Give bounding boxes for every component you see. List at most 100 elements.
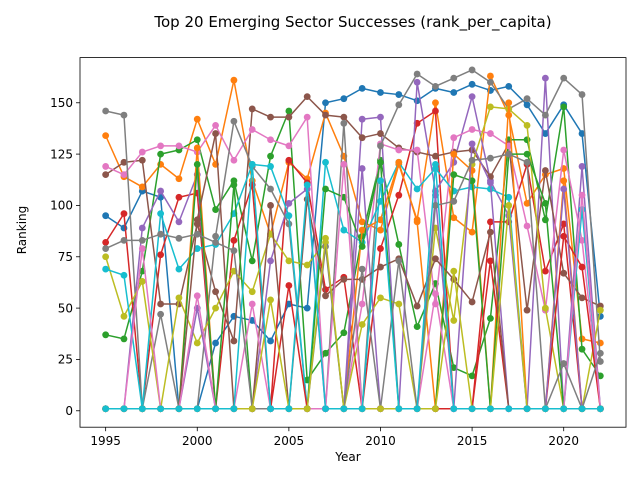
data-point xyxy=(578,263,586,271)
data-point xyxy=(560,146,568,154)
data-point xyxy=(157,142,165,150)
data-point xyxy=(578,405,586,413)
data-point xyxy=(395,257,403,265)
data-point xyxy=(157,405,165,413)
data-point xyxy=(560,74,568,82)
data-point xyxy=(377,245,384,252)
data-point xyxy=(468,405,476,413)
data-point xyxy=(358,134,366,142)
data-point xyxy=(193,115,201,123)
data-point xyxy=(468,298,476,306)
data-point xyxy=(358,405,366,413)
y-tick-label: 100 xyxy=(50,199,73,213)
data-point xyxy=(487,72,494,80)
data-point xyxy=(230,236,238,244)
data-point xyxy=(303,261,311,269)
data-point xyxy=(578,236,586,244)
data-point xyxy=(138,224,146,232)
data-point xyxy=(157,210,165,218)
data-point xyxy=(157,300,165,308)
data-point xyxy=(377,226,384,234)
data-point xyxy=(413,218,421,226)
data-point xyxy=(212,405,219,413)
data-point xyxy=(487,257,494,265)
data-point xyxy=(450,134,458,142)
data-point xyxy=(322,111,329,119)
data-point xyxy=(303,181,311,189)
data-point xyxy=(248,405,256,413)
data-point xyxy=(395,91,403,98)
data-point xyxy=(212,339,219,347)
data-point xyxy=(267,113,274,121)
data-point xyxy=(395,101,403,109)
data-point xyxy=(102,171,110,179)
data-point xyxy=(120,405,128,413)
data-point xyxy=(395,146,403,154)
x-tick-label: 2010 xyxy=(365,434,396,448)
data-point xyxy=(285,156,293,164)
data-point xyxy=(157,187,165,195)
data-point xyxy=(505,202,513,209)
data-point xyxy=(212,304,219,312)
data-point xyxy=(102,265,110,273)
data-point xyxy=(377,405,384,413)
data-point xyxy=(541,130,549,137)
data-point xyxy=(413,405,421,413)
data-point xyxy=(340,275,348,283)
data-point xyxy=(157,230,165,238)
data-point xyxy=(596,349,604,357)
data-point xyxy=(541,405,549,413)
y-tick-label: 25 xyxy=(58,353,73,367)
data-point xyxy=(193,245,201,252)
data-point xyxy=(523,306,531,314)
data-point xyxy=(541,74,549,82)
data-point xyxy=(468,93,476,101)
data-point xyxy=(432,99,439,107)
data-point xyxy=(541,199,549,207)
data-point xyxy=(322,234,329,242)
data-point xyxy=(230,337,238,345)
data-point xyxy=(523,150,531,158)
data-point xyxy=(193,144,201,152)
data-point xyxy=(358,265,366,273)
data-point xyxy=(303,304,311,312)
data-point xyxy=(395,191,403,199)
data-point xyxy=(248,105,256,113)
data-point xyxy=(450,267,458,275)
data-point xyxy=(120,158,128,166)
data-point xyxy=(432,107,439,115)
data-point xyxy=(120,111,128,119)
data-point xyxy=(560,177,568,185)
data-point xyxy=(248,257,256,265)
data-point xyxy=(413,185,421,193)
data-point xyxy=(395,241,403,248)
x-axis-label: Year xyxy=(334,450,360,464)
data-point xyxy=(267,202,274,209)
data-point xyxy=(102,212,110,220)
data-point xyxy=(120,210,128,218)
data-point xyxy=(432,152,439,160)
data-point xyxy=(175,142,183,150)
data-point xyxy=(212,288,219,296)
data-point xyxy=(450,317,458,324)
data-point xyxy=(102,331,110,339)
data-point xyxy=(303,113,311,121)
data-point xyxy=(267,257,274,265)
data-point xyxy=(377,263,384,271)
data-point xyxy=(102,163,110,170)
data-point xyxy=(596,405,604,413)
data-point xyxy=(505,405,513,413)
data-point xyxy=(358,321,366,328)
data-point xyxy=(377,158,384,166)
data-point xyxy=(230,247,238,255)
x-axis: 1995 2000 2005 2010 2015 2020 xyxy=(90,427,579,448)
data-point xyxy=(340,329,348,337)
data-point xyxy=(267,163,274,170)
series-line xyxy=(105,153,602,410)
data-point xyxy=(193,405,201,413)
data-point xyxy=(138,156,146,164)
data-point xyxy=(267,152,274,160)
data-point xyxy=(120,271,128,279)
data-point xyxy=(285,142,293,150)
data-point xyxy=(487,405,494,413)
